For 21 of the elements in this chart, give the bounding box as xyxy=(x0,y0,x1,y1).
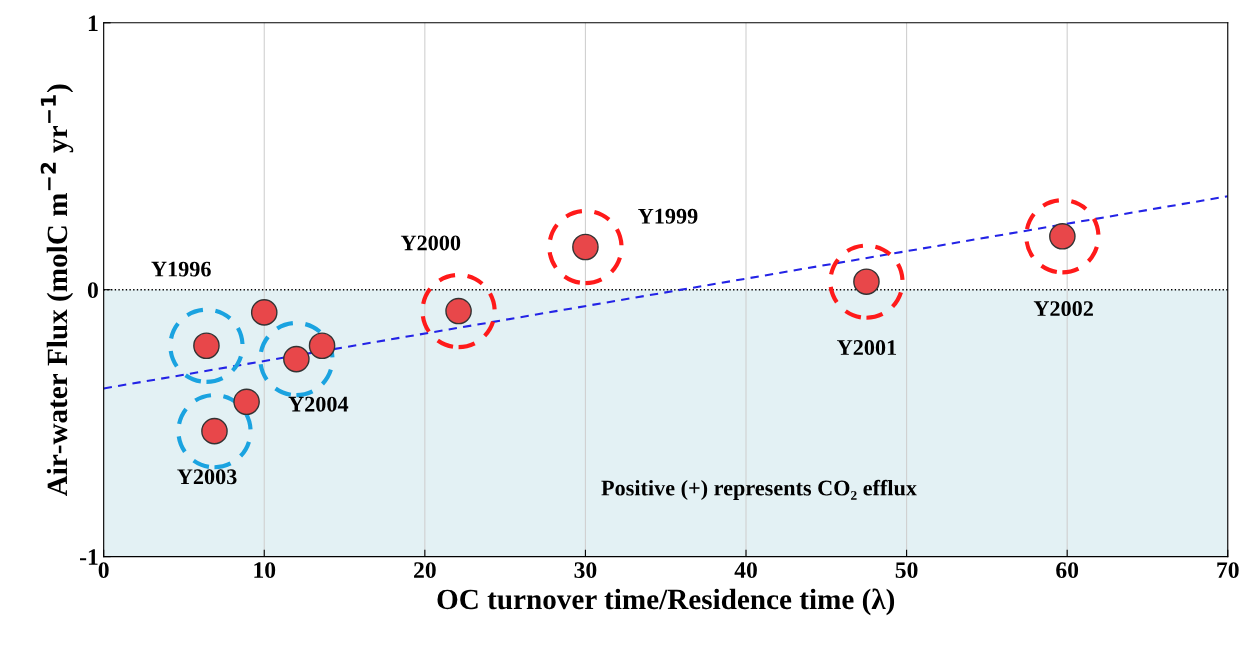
x-axis-title: OC turnover time/Residence time (λ) xyxy=(437,588,895,616)
x-tick-label: 50 xyxy=(895,562,918,579)
y-tick-label: -1 xyxy=(80,549,98,565)
x-tick-label: 40 xyxy=(734,562,757,579)
annotation: Positive (+) represents CO₂ efflux xyxy=(601,479,917,501)
annotation: Y1999 xyxy=(638,208,698,224)
x-tick-label: 0 xyxy=(98,562,109,579)
annotation: Y1996 xyxy=(151,261,211,277)
annotation: Y2002 xyxy=(1033,301,1093,317)
x-tick-label: 70 xyxy=(1217,562,1239,579)
annotation: Y2001 xyxy=(837,340,897,356)
x-tick-label: 20 xyxy=(414,562,436,579)
y-tick-label: 1 xyxy=(88,15,98,31)
annotation: Y2003 xyxy=(177,469,237,485)
annotation: Y2004 xyxy=(288,396,349,412)
y-axis-title: Air-water Flux (molC m$^{−2}$ yr$^{−1}$) xyxy=(40,84,74,497)
x-tick-label: 30 xyxy=(574,562,597,579)
x-tick-label: 10 xyxy=(254,562,276,579)
x-tick-label: 60 xyxy=(1056,562,1079,579)
annotation: Y2000 xyxy=(400,235,461,251)
y-tick-label: 0 xyxy=(87,282,98,299)
